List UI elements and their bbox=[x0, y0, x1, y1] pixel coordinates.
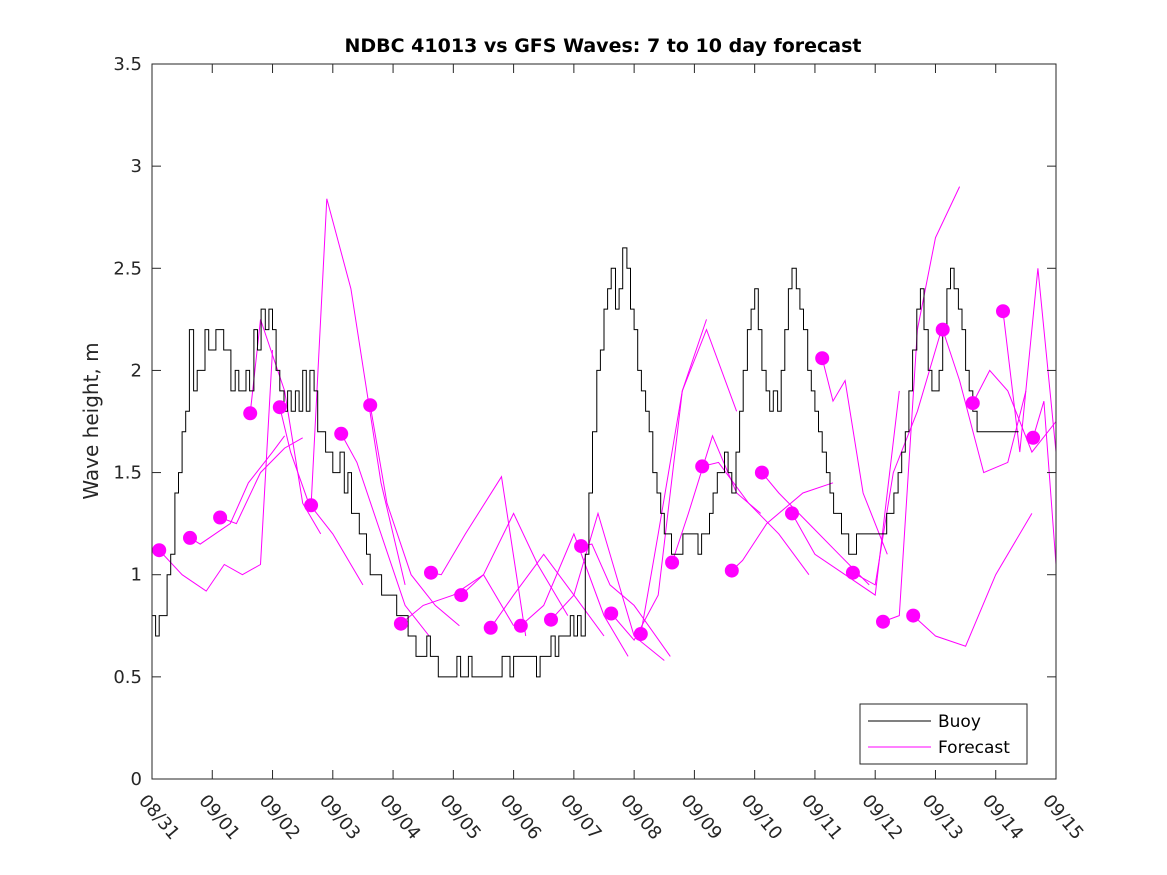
forecast-start-dot-14 bbox=[574, 539, 589, 554]
forecast-line-12 bbox=[520, 532, 629, 657]
y-tick-label-7: 3.5 bbox=[113, 54, 142, 75]
forecast-line-17 bbox=[671, 434, 762, 563]
y-tick-label-5: 2.5 bbox=[113, 258, 142, 279]
legend-label-buoy: Buoy bbox=[938, 712, 981, 732]
legend-label-forecast: Forecast bbox=[938, 738, 1010, 758]
forecast-line-7 bbox=[369, 405, 460, 627]
forecast-line-8 bbox=[400, 573, 515, 627]
forecast-line-0 bbox=[158, 349, 273, 592]
chart-title: NDBC 41013 vs GFS Waves: 7 to 10 day for… bbox=[344, 35, 861, 57]
forecast-start-dot-1 bbox=[183, 530, 197, 545]
y-tick-label-3: 1.5 bbox=[113, 463, 142, 484]
forecast-start-dot-9 bbox=[424, 565, 438, 580]
forecast-start-dot-23 bbox=[845, 565, 860, 580]
forecast-start-dot-0 bbox=[152, 543, 167, 558]
forecast-line-13 bbox=[550, 511, 665, 661]
forecast-start-dot-25 bbox=[906, 608, 921, 623]
legend: Buoy Forecast bbox=[859, 703, 1028, 765]
forecast-start-dot-12 bbox=[513, 618, 528, 633]
forecast-line-22 bbox=[821, 358, 888, 555]
forecast-start-dot-22 bbox=[815, 351, 830, 366]
forecast-start-dot-15 bbox=[604, 606, 619, 621]
y-tick-label-0: 0 bbox=[131, 769, 142, 790]
axes-background bbox=[152, 64, 1056, 779]
forecast-line-20 bbox=[761, 472, 870, 586]
forecast-start-dot-13 bbox=[544, 612, 558, 627]
y-tick-label-2: 1 bbox=[131, 565, 142, 586]
forecast-line-18 bbox=[702, 461, 810, 575]
axes-box bbox=[151, 63, 1057, 780]
forecast-start-dot-6 bbox=[334, 426, 349, 441]
forecast-start-dot-8 bbox=[393, 616, 408, 631]
forecast-start-dot-18 bbox=[695, 459, 710, 474]
legend-box bbox=[859, 703, 1028, 765]
forecast-start-dot-21 bbox=[785, 506, 799, 521]
forecast-line-6 bbox=[340, 433, 430, 637]
forecast-start-dot-17 bbox=[665, 555, 680, 570]
forecast-line-16 bbox=[640, 328, 738, 635]
forecast-line-25 bbox=[912, 513, 1033, 647]
forecast-line-28 bbox=[1002, 268, 1056, 453]
forecast-line-24 bbox=[882, 186, 961, 623]
forecast-start-dot-28 bbox=[996, 304, 1010, 319]
forecast-line-14 bbox=[581, 543, 671, 657]
forecast-start-dot-11 bbox=[483, 620, 498, 635]
forecast-line-26 bbox=[942, 329, 1027, 474]
forecast-start-dot-29 bbox=[1026, 430, 1041, 445]
forecast-start-dot-27 bbox=[965, 396, 980, 411]
forecast-line-3 bbox=[249, 319, 322, 535]
forecast-start-dot-2 bbox=[213, 510, 228, 525]
forecast-start-dot-3 bbox=[243, 406, 258, 421]
forecast-line-19 bbox=[731, 482, 834, 571]
forecast-start-dot-10 bbox=[454, 588, 469, 603]
forecast-line-27 bbox=[972, 369, 1056, 454]
forecast-start-dot-7 bbox=[363, 398, 378, 413]
y-tick-label-6: 3 bbox=[131, 156, 142, 177]
y-tick-label-1: 0.5 bbox=[113, 667, 142, 688]
forecast-line-2 bbox=[219, 437, 303, 525]
forecast-line-23 bbox=[852, 329, 942, 586]
forecast-line-11 bbox=[490, 553, 605, 637]
forecast-line-15 bbox=[610, 319, 707, 641]
forecast-start-dot-20 bbox=[754, 465, 769, 480]
forecast-start-dot-19 bbox=[724, 563, 739, 578]
y-tick-label-4: 2 bbox=[131, 360, 142, 381]
forecast-start-dot-16 bbox=[633, 627, 648, 641]
forecast-start-dot-5 bbox=[304, 498, 319, 513]
forecast-line-5 bbox=[310, 198, 406, 586]
forecast-line-10 bbox=[460, 512, 569, 616]
forecast-start-dot-26 bbox=[935, 322, 950, 337]
forecast-start-dot-4 bbox=[272, 400, 287, 415]
forecast-start-dot-24 bbox=[876, 614, 890, 629]
forecast-line-1 bbox=[189, 435, 286, 545]
forecast-start-dots bbox=[152, 304, 1041, 641]
forecast-line-21 bbox=[791, 390, 900, 596]
y-axis-label: Wave height, m bbox=[79, 342, 103, 499]
forecast-layer bbox=[158, 186, 1056, 661]
forecast-line-29 bbox=[1032, 400, 1056, 565]
